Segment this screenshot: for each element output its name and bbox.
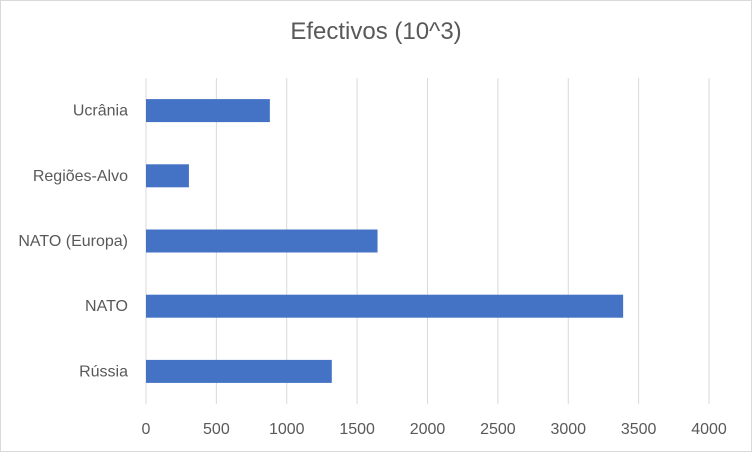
category-label-1: Regiões-Alvo xyxy=(33,168,128,185)
chart-title: Efectivos (10^3) xyxy=(290,18,462,45)
bar-1 xyxy=(146,164,189,188)
category-label-0: Ucrânia xyxy=(73,103,128,120)
category-label-4: Rússia xyxy=(79,363,128,380)
x-tick-label-4000: 4000 xyxy=(691,421,727,438)
x-tick-label-2000: 2000 xyxy=(410,421,446,438)
category-label-3: NATO xyxy=(85,298,128,315)
category-label-2: NATO (Europa) xyxy=(18,233,128,250)
bar-0 xyxy=(146,99,270,123)
bar-2 xyxy=(146,229,378,253)
x-tick-label-2500: 2500 xyxy=(480,421,516,438)
bar-3 xyxy=(146,294,624,318)
x-tick-label-3500: 3500 xyxy=(621,421,657,438)
x-tick-label-500: 500 xyxy=(203,421,230,438)
bar-4 xyxy=(146,359,332,383)
x-tick-label-0: 0 xyxy=(142,421,151,438)
x-tick-label-1000: 1000 xyxy=(269,421,305,438)
x-tick-label-3000: 3000 xyxy=(550,421,586,438)
x-tick-label-1500: 1500 xyxy=(339,421,375,438)
